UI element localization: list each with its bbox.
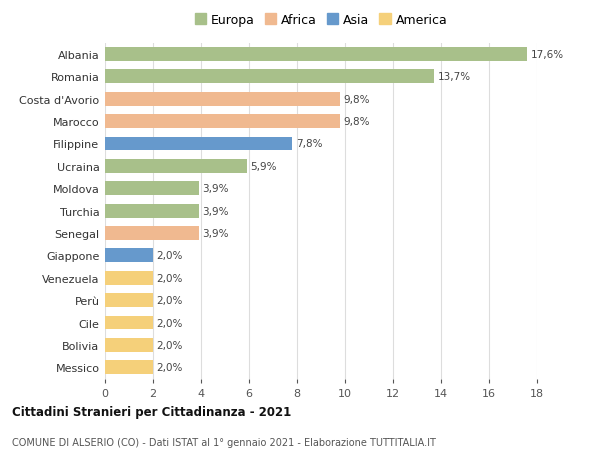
Legend: Europa, Africa, Asia, America: Europa, Africa, Asia, America	[191, 10, 451, 31]
Text: 9,8%: 9,8%	[344, 117, 370, 127]
Bar	[105, 316, 153, 330]
Text: 3,9%: 3,9%	[202, 229, 229, 239]
Text: 7,8%: 7,8%	[296, 139, 322, 149]
Text: 17,6%: 17,6%	[531, 50, 564, 60]
Bar	[105, 93, 340, 106]
Bar	[105, 137, 292, 151]
Text: 13,7%: 13,7%	[437, 72, 470, 82]
Text: COMUNE DI ALSERIO (CO) - Dati ISTAT al 1° gennaio 2021 - Elaborazione TUTTITALIA: COMUNE DI ALSERIO (CO) - Dati ISTAT al 1…	[12, 437, 436, 447]
Text: 9,8%: 9,8%	[344, 95, 370, 105]
Text: 5,9%: 5,9%	[250, 162, 277, 172]
Text: 3,9%: 3,9%	[202, 206, 229, 216]
Bar	[105, 338, 153, 352]
Bar	[105, 70, 434, 84]
Bar	[105, 160, 247, 174]
Text: 2,0%: 2,0%	[157, 273, 183, 283]
Bar	[105, 204, 199, 218]
Bar	[105, 249, 153, 263]
Bar	[105, 182, 199, 196]
Text: 2,0%: 2,0%	[157, 251, 183, 261]
Bar	[105, 227, 199, 241]
Text: 2,0%: 2,0%	[157, 318, 183, 328]
Bar	[105, 294, 153, 308]
Bar	[105, 271, 153, 285]
Text: 2,0%: 2,0%	[157, 340, 183, 350]
Text: Cittadini Stranieri per Cittadinanza - 2021: Cittadini Stranieri per Cittadinanza - 2…	[12, 405, 291, 419]
Bar	[105, 48, 527, 62]
Text: 3,9%: 3,9%	[202, 184, 229, 194]
Bar	[105, 115, 340, 129]
Bar	[105, 361, 153, 375]
Text: 2,0%: 2,0%	[157, 363, 183, 373]
Text: 2,0%: 2,0%	[157, 296, 183, 306]
